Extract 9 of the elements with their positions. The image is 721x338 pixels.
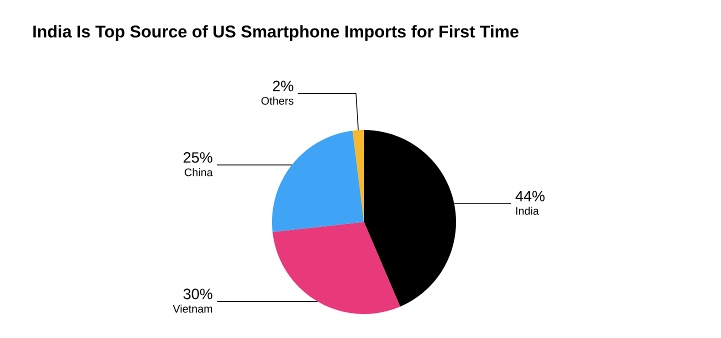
data-label: 25% <box>184 152 212 163</box>
slice-label: Others <box>261 96 294 105</box>
data-label: 30% <box>183 288 212 300</box>
slice-label: China <box>184 168 213 176</box>
slice-label: India <box>516 206 539 215</box>
data-label: 2% <box>272 80 294 92</box>
slice-label: Vietnam <box>172 304 212 313</box>
chart-title: India Is Top Source of US Smartphone Imports for First Time <box>33 25 518 41</box>
data-label: 44% <box>516 190 545 202</box>
